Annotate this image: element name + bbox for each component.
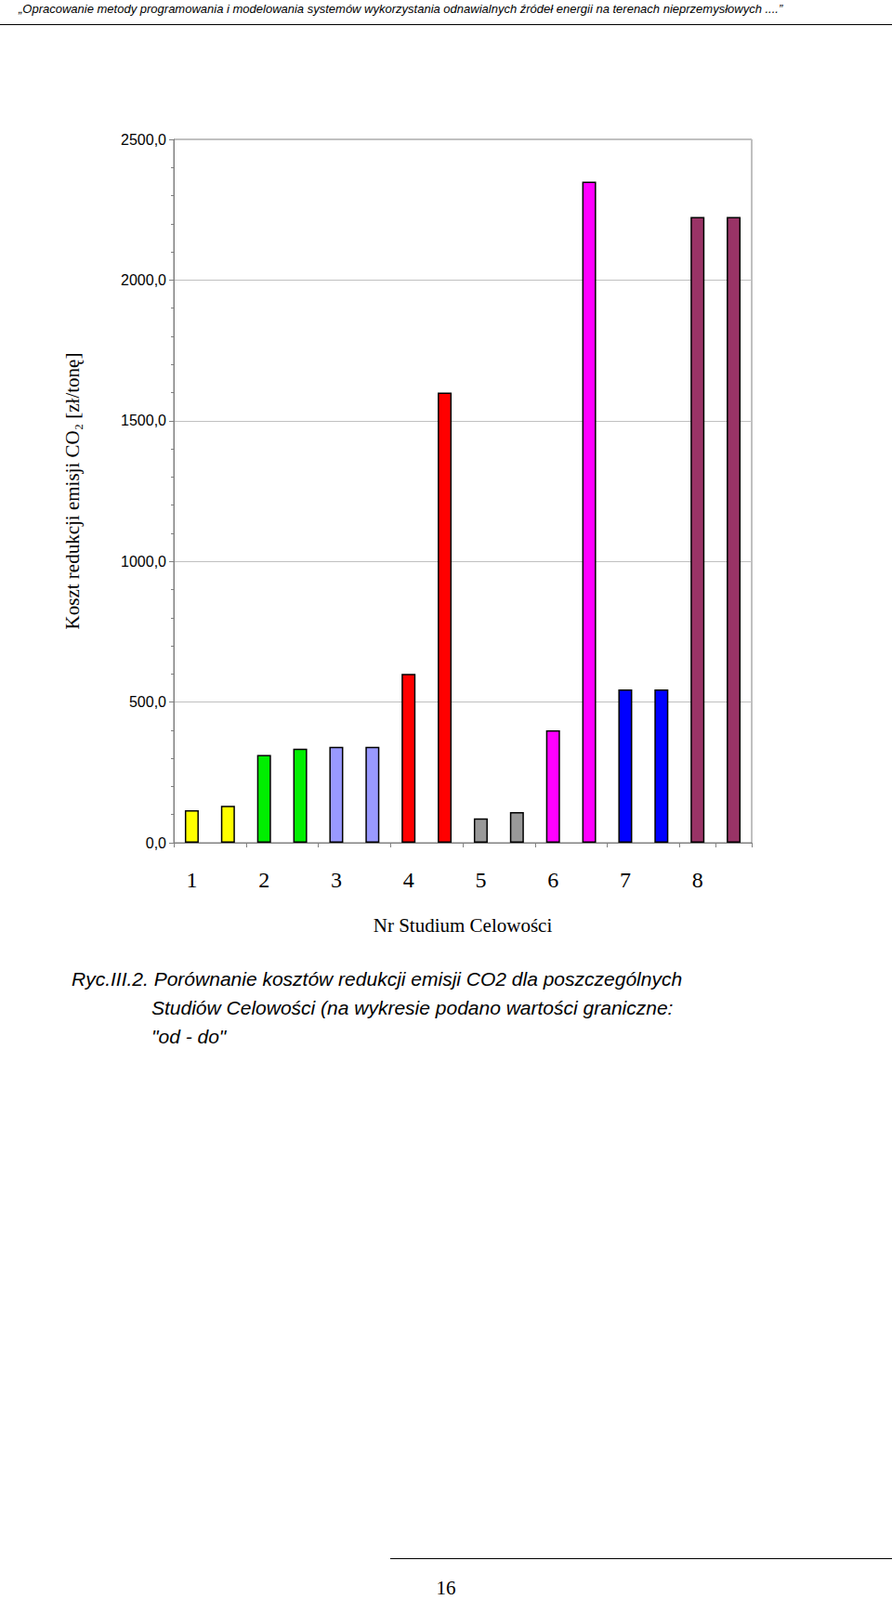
svg-text:2: 2 [258,867,270,892]
svg-text:1500,0: 1500,0 [120,412,167,429]
svg-text:500,0: 500,0 [129,694,167,710]
svg-text:8: 8 [692,867,704,892]
svg-text:7: 7 [619,867,631,892]
svg-text:6: 6 [547,867,559,892]
html-text:Studiów Celowości (na wykresie: Studiów Celowości (na wykresie podano wa… [151,996,674,1019]
svg-text:2500,0: 2500,0 [120,131,167,148]
svg-text:2000,0: 2000,0 [120,272,167,289]
html-text:16: 16 [436,1576,456,1600]
html-text:"od - do": "od - do" [151,1025,227,1048]
svg-text:3: 3 [330,867,342,892]
html-text:„Opracowanie metody programowa: „Opracowanie metody programowania i mode… [18,1,783,16]
svg-text:5: 5 [474,867,486,892]
svg-text:1: 1 [185,867,197,892]
svg-text:Nr Studium Celowości: Nr Studium Celowości [373,914,553,937]
svg-text:4: 4 [403,867,415,892]
svg-text:1000,0: 1000,0 [120,553,167,570]
html-text:Ryc.III.2. Porównanie kosztów: Ryc.III.2. Porównanie kosztów redukcji e… [71,968,683,990]
svg-text:0,0: 0,0 [145,835,167,852]
svg-text:Koszt redukcji emisji CO₂ [zł/: Koszt redukcji emisji CO₂ [zł/tonę] [61,353,84,630]
